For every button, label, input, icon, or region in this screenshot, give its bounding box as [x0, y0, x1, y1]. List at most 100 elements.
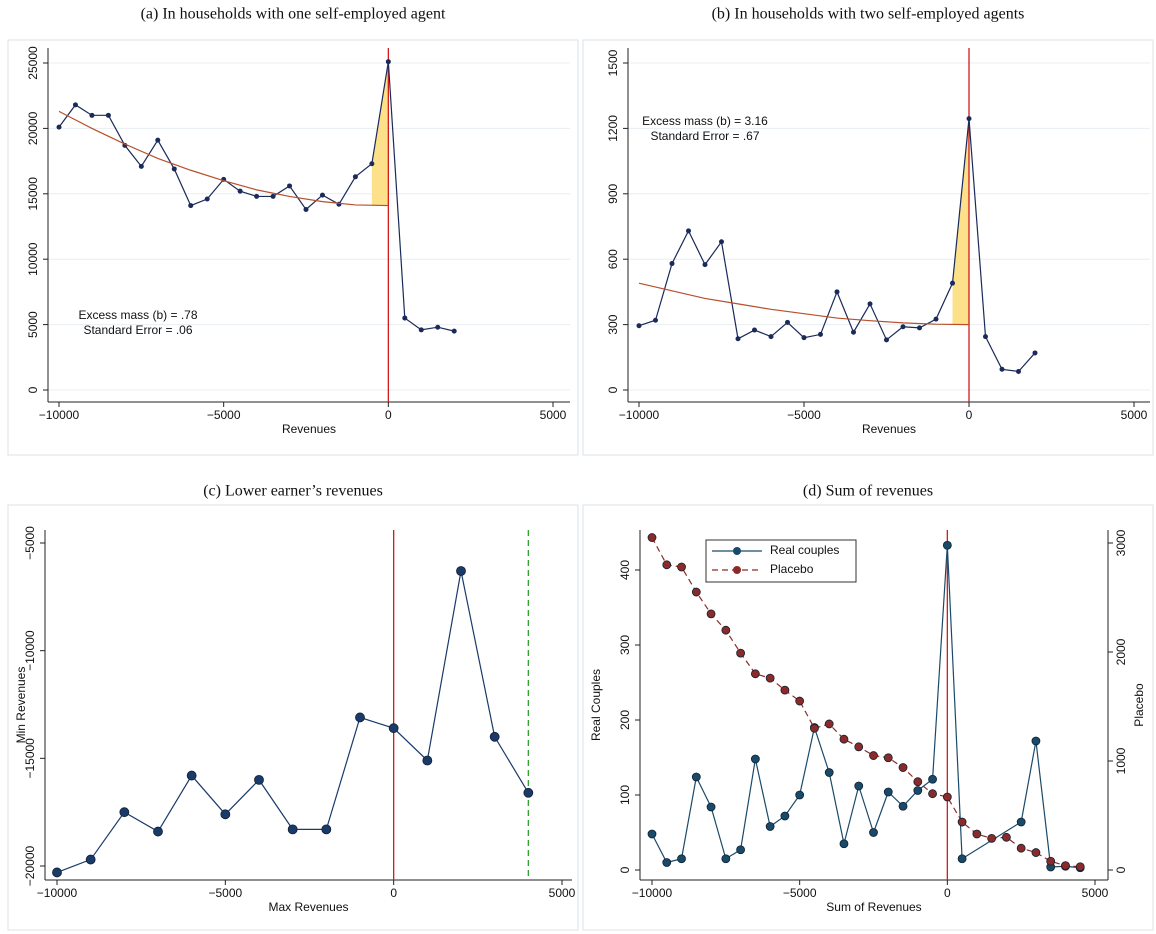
panel-frame [582, 39, 1154, 456]
legend-marker [733, 566, 741, 574]
data-point [72, 102, 78, 108]
data-point [950, 280, 955, 286]
y-tick-label: −15000 [23, 738, 37, 779]
data-point [1031, 736, 1041, 746]
data-point [966, 116, 972, 122]
panel-caption: (a) In households with one self-employed… [141, 6, 446, 23]
data-point [1046, 856, 1056, 866]
data-point [768, 334, 774, 340]
data-point [677, 562, 686, 572]
data-point [418, 327, 424, 333]
data-point [928, 789, 937, 799]
x-tick-label: −10000 [37, 886, 78, 900]
data-point [155, 137, 161, 143]
data-point [352, 174, 358, 180]
data-point [287, 824, 298, 835]
data-point [402, 315, 408, 321]
data-point [56, 124, 62, 130]
y-axis-title: Real Couples [589, 669, 603, 741]
data-point [647, 533, 657, 542]
excess-mass-area [371, 61, 389, 206]
data-point [795, 790, 805, 800]
y-tick-label: 0 [606, 386, 620, 393]
data-point [355, 712, 365, 723]
data-point [1016, 817, 1026, 827]
data-point [999, 366, 1005, 372]
data-point [52, 867, 62, 878]
x-tick-label: 5000 [549, 886, 576, 900]
data-point [1031, 848, 1041, 857]
x-axis-title: Revenues [862, 422, 916, 436]
legend-box [705, 539, 857, 583]
data-point [957, 854, 967, 864]
data-point [780, 811, 790, 821]
series-line [651, 545, 1081, 869]
annotation: Excess mass (b) = .78 [78, 308, 197, 322]
data-point [795, 696, 805, 706]
data-point [883, 787, 893, 797]
data-point [188, 203, 194, 209]
data-point [85, 854, 96, 865]
y-tick-label: −5000 [23, 526, 37, 560]
data-point [884, 337, 889, 343]
data-point [721, 854, 731, 864]
data-point [972, 829, 982, 839]
y2-tick-label: 0 [1114, 866, 1128, 873]
x-tick-label: 5000 [1121, 408, 1148, 422]
y-tick-label: 1500 [606, 49, 620, 76]
data-point [750, 754, 760, 764]
y-tick-label: 900 [606, 183, 620, 203]
data-point [839, 839, 849, 849]
panel-frame [7, 39, 579, 456]
data-point [385, 59, 391, 65]
data-point [834, 289, 840, 295]
data-point [839, 734, 849, 744]
data-point [1016, 843, 1026, 853]
panel-caption: (c) Lower earner’s revenues [203, 483, 383, 500]
y-tick-label: 1200 [606, 115, 620, 142]
panel-frame [7, 504, 579, 931]
data-point [186, 770, 197, 781]
data-point [913, 786, 923, 795]
data-point [138, 163, 144, 169]
data-point [917, 325, 922, 331]
data-point [706, 802, 716, 812]
data-point [220, 809, 231, 820]
data-point [456, 566, 466, 576]
series-line [638, 118, 1036, 373]
y-tick-label: 20000 [26, 111, 40, 145]
data-point [867, 301, 873, 307]
data-point [983, 334, 988, 340]
data-point [153, 826, 163, 837]
x-tick-label: 0 [385, 408, 392, 422]
x-tick-label: −5000 [207, 408, 241, 422]
data-point [851, 329, 856, 335]
data-point [933, 316, 939, 322]
data-point [801, 335, 807, 341]
series-line [58, 110, 389, 207]
data-point [89, 112, 95, 118]
y-tick-label: 15000 [26, 177, 40, 211]
x-tick-label: −10000 [632, 886, 673, 900]
data-point [928, 774, 937, 784]
data-point [254, 774, 264, 785]
legend-label: Real couples [770, 543, 839, 557]
data-point [691, 587, 701, 597]
data-point [898, 801, 908, 811]
data-point [706, 609, 716, 619]
y2-tick-label: 2000 [1114, 638, 1128, 665]
annotation: Standard Error = .06 [83, 323, 192, 337]
x-tick-label: 0 [944, 886, 951, 900]
data-point [721, 625, 731, 635]
x-axis-title: Max Revenues [268, 900, 348, 914]
series-line [651, 537, 1081, 868]
annotation: Standard Error = .67 [650, 129, 759, 143]
data-point [523, 787, 534, 798]
x-tick-label: 5000 [540, 408, 567, 422]
data-point [105, 112, 111, 118]
data-point [647, 829, 657, 839]
data-point [489, 731, 500, 742]
data-point [913, 777, 923, 787]
data-point [686, 228, 691, 234]
